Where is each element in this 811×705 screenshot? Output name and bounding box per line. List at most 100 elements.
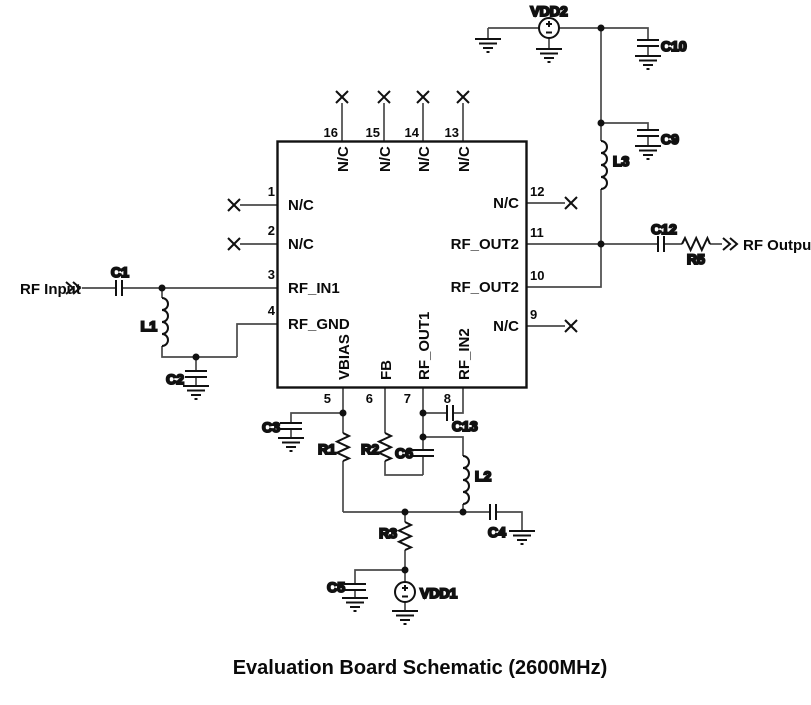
ground-icon	[277, 437, 305, 452]
pin-number: 11	[530, 225, 544, 240]
resistor-r5: R5	[681, 237, 711, 268]
ground-icon	[182, 385, 210, 400]
pin-number: 9	[530, 307, 537, 322]
resistor-r2: R2	[360, 432, 392, 462]
component-label: R1	[318, 441, 336, 457]
pin-label: RF_GND	[288, 316, 350, 333]
no-connect-marks	[227, 90, 578, 333]
capacitor-c6: C6	[394, 444, 435, 462]
component-label: C3	[262, 419, 280, 435]
component-label: C13	[452, 418, 478, 434]
pin-label: FB	[378, 360, 395, 380]
pin-label: N/C	[493, 318, 519, 335]
capacitor-icon	[636, 39, 660, 47]
pin-number: 13	[445, 125, 459, 140]
resistor-icon	[378, 432, 392, 462]
inductor-icon	[161, 297, 169, 347]
inductor-l1: L1	[140, 297, 169, 347]
pin-number: 2	[268, 223, 275, 238]
pin-number: 7	[404, 391, 411, 406]
x-icon	[335, 90, 349, 104]
inductor-icon	[600, 140, 608, 190]
voltage-source-icon	[538, 17, 560, 39]
capacitor-c1: C1	[110, 263, 130, 297]
component-label: R2	[361, 441, 379, 457]
components: VDD2 VDD1 C10 C9 C1 C2 C3 C6	[110, 2, 711, 603]
pin-label: N/C	[456, 146, 473, 172]
pin-label: N/C	[335, 146, 352, 172]
capacitor-c2: C2	[165, 370, 208, 388]
pin-label: RF_OUT2	[451, 279, 519, 296]
pin-number: 5	[324, 391, 331, 406]
x-icon	[456, 90, 470, 104]
resistor-icon	[336, 432, 350, 462]
pin-label: N/C	[493, 195, 519, 212]
wires	[82, 27, 722, 611]
pin-number: 10	[530, 268, 544, 283]
pin-label: RF_IN2	[456, 328, 473, 380]
pin-number: 16	[324, 125, 338, 140]
inductor-l2: L2	[462, 455, 493, 505]
pin-label: RF_IN1	[288, 280, 340, 297]
pin-label: N/C	[288, 197, 314, 214]
pin-label: RF_OUT1	[416, 312, 433, 380]
rf-output-chevron-icon	[722, 237, 738, 251]
ground-icon	[634, 145, 662, 160]
component-label: VDD1	[420, 585, 458, 601]
junction-dots	[158, 24, 605, 574]
ports: RF Input RF Output	[20, 237, 811, 298]
ground-icon	[341, 597, 369, 612]
ic-body	[276, 140, 528, 389]
pin-number: 6	[366, 391, 373, 406]
x-icon	[416, 90, 430, 104]
supply-vdd1: VDD1	[394, 581, 459, 603]
pin-number: 4	[268, 303, 276, 318]
pin-number: 15	[366, 125, 380, 140]
component-label: VDD2	[530, 3, 568, 19]
pin-label: N/C	[288, 236, 314, 253]
ground-icon	[535, 48, 563, 63]
pin-number: 12	[530, 184, 544, 199]
component-label: C6	[395, 445, 413, 461]
pin-label: VBIAS	[336, 334, 353, 380]
component-label: C2	[166, 371, 184, 387]
capacitor-c3: C3	[261, 418, 303, 436]
pin-label: N/C	[416, 146, 433, 172]
capacitor-c5: C5	[326, 578, 367, 596]
inductor-l3: L3	[600, 140, 631, 190]
pin-number: 3	[268, 267, 275, 282]
capacitor-c10: C10	[636, 37, 688, 55]
component-label: C1	[111, 264, 129, 280]
rf-output-label: RF Output	[743, 237, 811, 254]
component-label: C5	[327, 579, 345, 595]
inductor-icon	[462, 455, 470, 505]
capacitor-icon	[489, 503, 497, 521]
capacitor-c9: C9	[636, 129, 680, 148]
ground-icon	[634, 55, 662, 70]
resistor-r1: R1	[317, 432, 350, 462]
ground-icon	[508, 530, 536, 545]
component-label: R3	[379, 525, 397, 541]
pin-label: N/C	[377, 146, 394, 172]
component-label: L1	[141, 318, 158, 334]
component-label: C9	[661, 131, 679, 147]
x-icon	[564, 319, 578, 333]
capacitor-icon	[184, 370, 208, 378]
component-label: L3	[613, 153, 630, 169]
capacitor-c4: C4	[487, 503, 507, 541]
component-label: C10	[661, 38, 687, 54]
pin-number: 1	[268, 184, 275, 199]
ground-icon	[474, 38, 502, 53]
pin-number: 8	[444, 391, 451, 406]
component-label: L2	[475, 468, 492, 484]
x-icon	[377, 90, 391, 104]
capacitor-icon	[279, 422, 303, 430]
resistor-icon	[398, 521, 412, 551]
resistor-r3: R3	[378, 521, 412, 551]
pin-number: 14	[405, 125, 420, 140]
ground-icon	[391, 610, 419, 625]
capacitor-icon	[115, 279, 123, 297]
voltage-source-icon	[394, 581, 416, 603]
